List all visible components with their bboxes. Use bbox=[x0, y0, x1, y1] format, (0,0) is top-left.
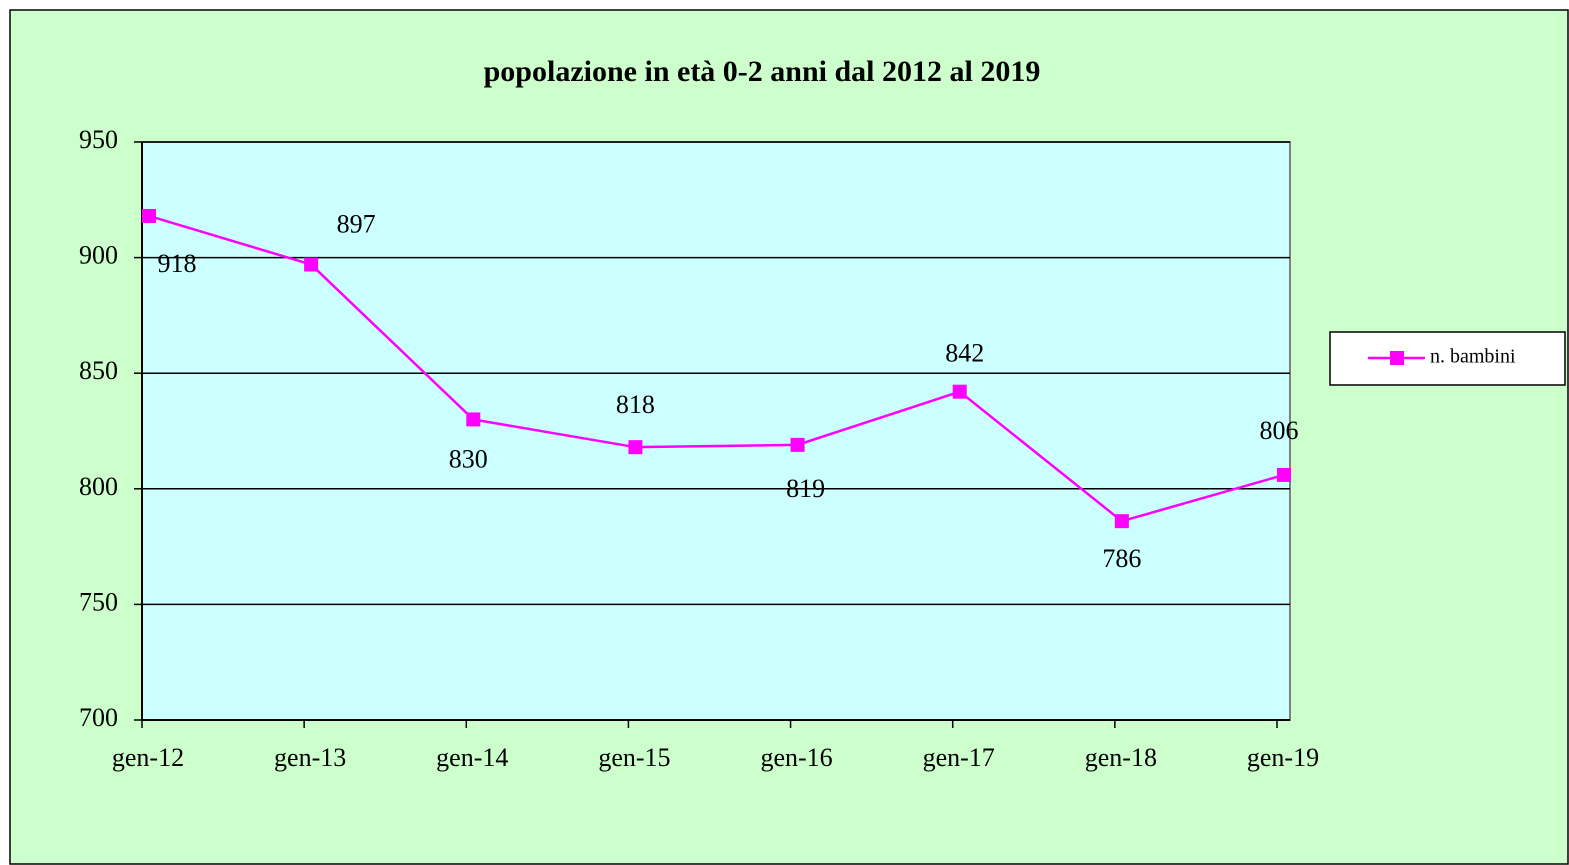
legend-marker bbox=[1390, 351, 1404, 365]
data-label: 830 bbox=[449, 444, 488, 473]
legend-text: n. bambini bbox=[1430, 346, 1516, 368]
y-tick-label: 800 bbox=[79, 472, 118, 501]
y-tick-label: 750 bbox=[79, 587, 118, 616]
data-label: 818 bbox=[616, 390, 655, 419]
data-label: 819 bbox=[786, 474, 825, 503]
x-tick-label: gen-12 bbox=[112, 743, 184, 772]
y-tick-label: 700 bbox=[79, 703, 118, 732]
x-tick-label: gen-17 bbox=[923, 743, 995, 772]
x-tick-label: gen-18 bbox=[1085, 743, 1157, 772]
marker bbox=[952, 384, 967, 399]
marker bbox=[790, 437, 805, 452]
x-tick-label: gen-16 bbox=[760, 743, 832, 772]
legend-box bbox=[1329, 331, 1566, 386]
y-tick-label: 950 bbox=[79, 125, 118, 154]
marker bbox=[304, 257, 319, 272]
data-label: 842 bbox=[945, 339, 984, 368]
marker bbox=[628, 440, 643, 455]
x-tick-label: gen-13 bbox=[274, 743, 346, 772]
y-tick-label: 850 bbox=[79, 356, 118, 385]
marker bbox=[1114, 514, 1129, 529]
marker bbox=[142, 208, 156, 223]
x-tick-label: gen-19 bbox=[1247, 743, 1319, 772]
plot-area bbox=[141, 141, 1291, 721]
line bbox=[148, 214, 1285, 523]
data-label: 918 bbox=[158, 249, 197, 278]
y-tick-label: 900 bbox=[79, 241, 118, 270]
chart-title: popolazione in età 0-2 anni dal 2012 al … bbox=[484, 55, 1041, 88]
x-tick-label: gen-15 bbox=[598, 743, 670, 772]
data-label: 897 bbox=[337, 210, 376, 239]
x-tick-label: gen-14 bbox=[436, 743, 508, 772]
data-label: 806 bbox=[1260, 416, 1299, 445]
data-label: 786 bbox=[1102, 544, 1141, 573]
marker bbox=[1277, 467, 1291, 482]
marker bbox=[466, 412, 481, 427]
